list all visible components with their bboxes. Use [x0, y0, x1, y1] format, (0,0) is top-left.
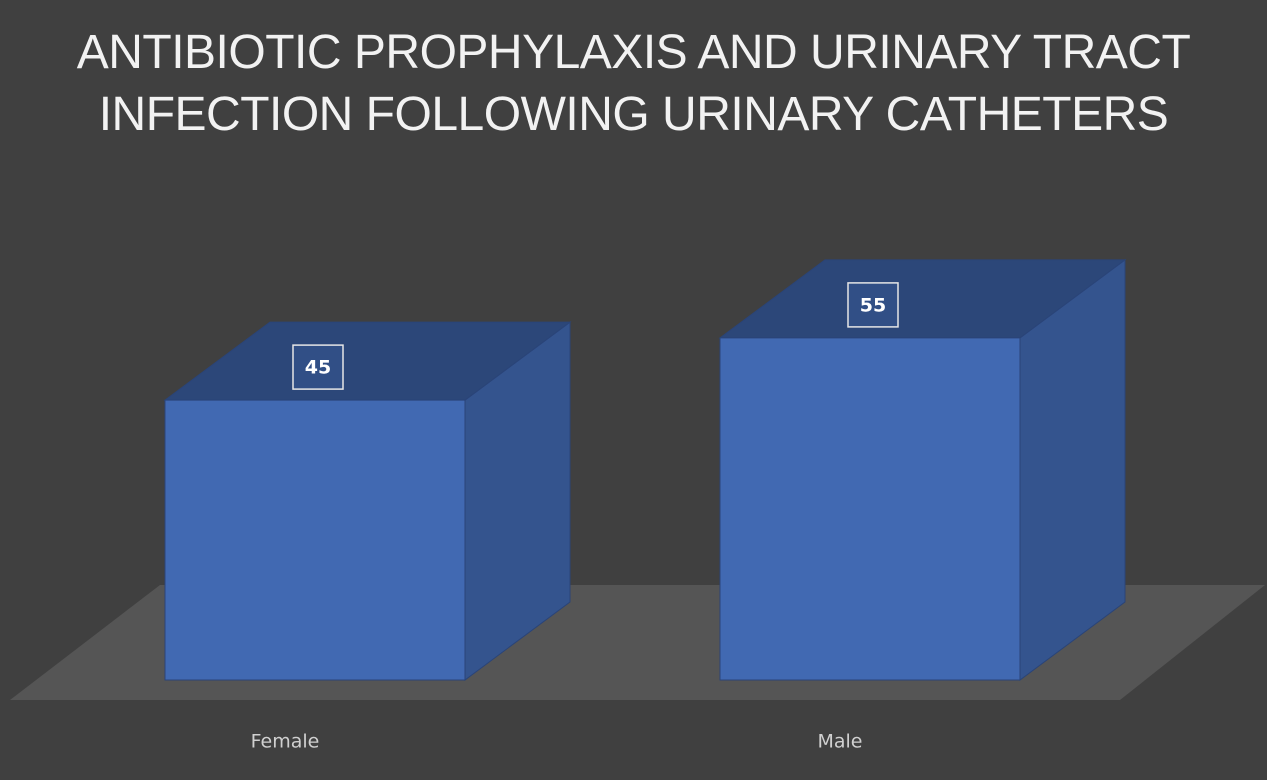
value-label: 55	[860, 294, 886, 316]
x-tick-label: Female	[251, 731, 320, 753]
value-label-box	[847, 282, 899, 328]
value-label-box	[292, 344, 344, 390]
value-label: 45	[305, 357, 331, 379]
chart-title: ANTIBIOTIC PROPHYLAXIS AND URINARY TRACT…	[76, 26, 1191, 141]
bar	[719, 337, 1021, 681]
x-tick-label: Male	[817, 731, 862, 753]
bar	[164, 399, 466, 681]
